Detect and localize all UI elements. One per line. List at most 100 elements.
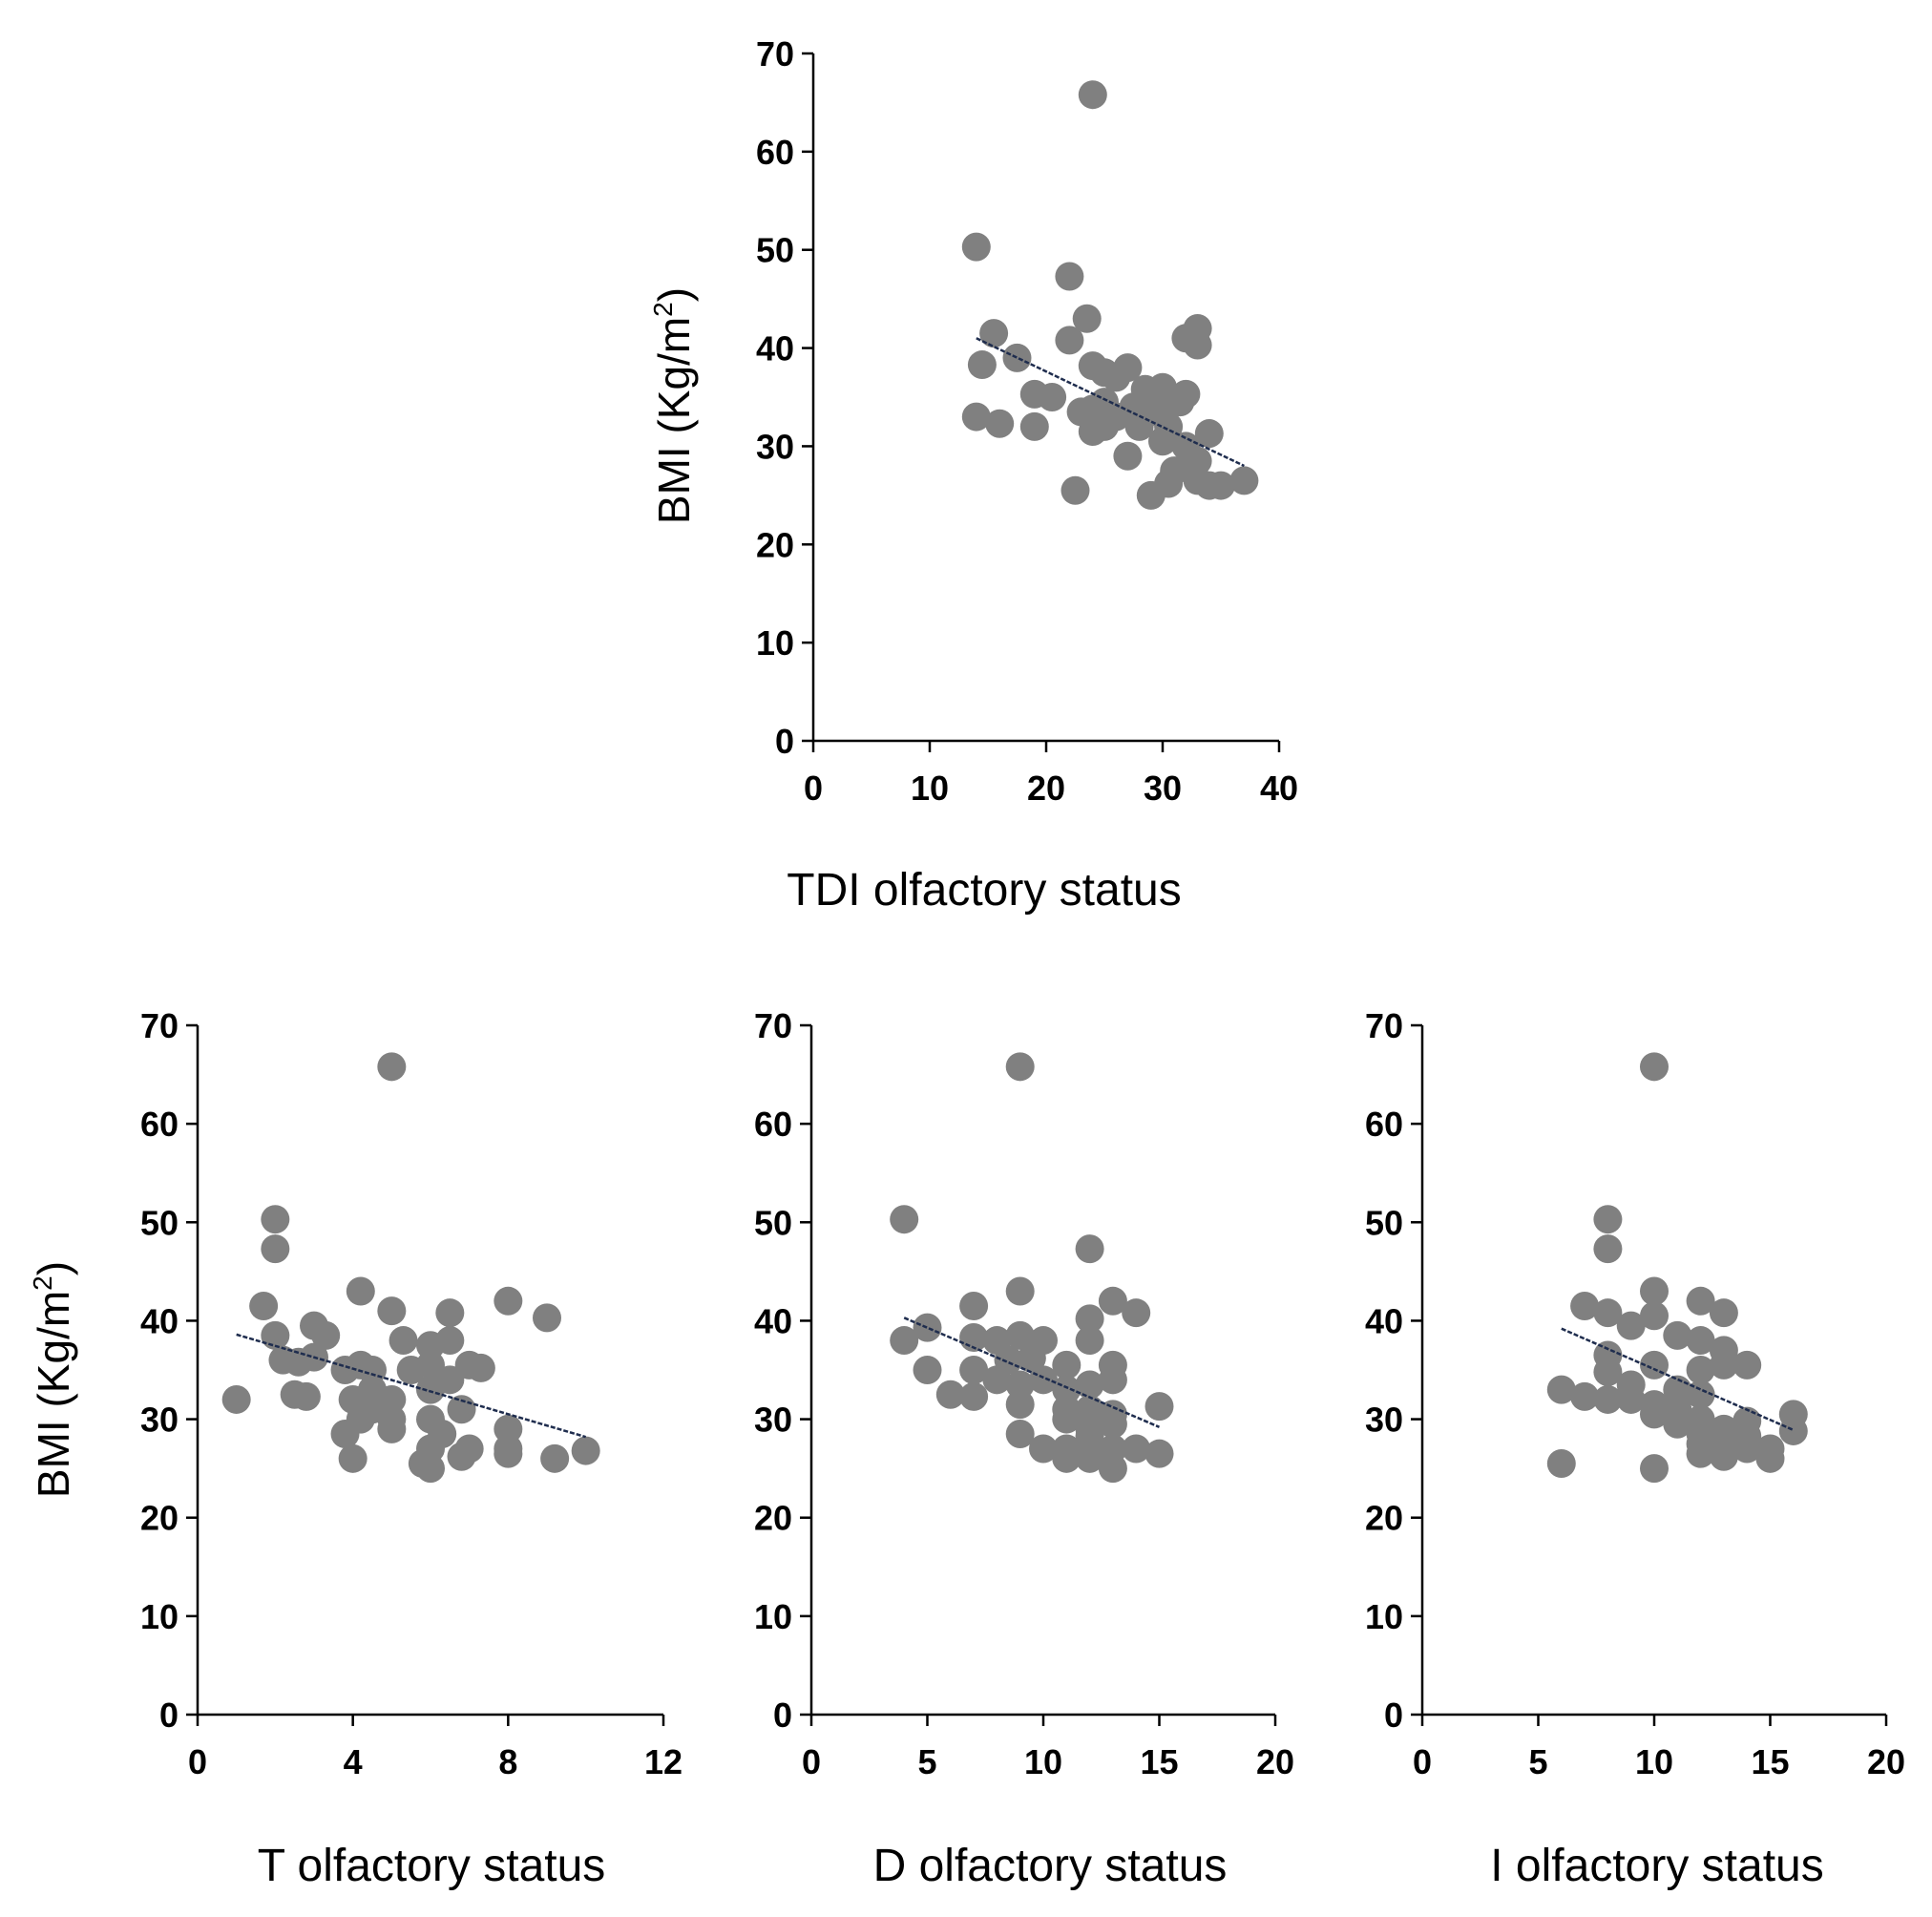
- x-tick-label: 0: [804, 769, 823, 808]
- data-point: [447, 1442, 476, 1471]
- trendline: [903, 1317, 1160, 1428]
- data-point: [1075, 1422, 1104, 1451]
- y-tick-label: 50: [140, 1203, 178, 1242]
- data-point: [1144, 1439, 1174, 1468]
- data-point: [959, 1381, 989, 1411]
- x-tick-label: 8: [498, 1742, 517, 1781]
- x-axis-title-d: D olfactory status: [873, 1841, 1228, 1891]
- data-point: [1166, 388, 1195, 417]
- data-point: [261, 1205, 290, 1234]
- x-tick-label: 10: [1635, 1742, 1673, 1781]
- data-point: [959, 1356, 989, 1384]
- data-point: [1640, 1276, 1669, 1306]
- y-tick-label: 60: [140, 1105, 178, 1144]
- x-tick-label: 0: [188, 1742, 207, 1781]
- data-point: [1038, 383, 1067, 411]
- data-point: [1732, 1350, 1762, 1380]
- y-tick-label: 70: [140, 1006, 178, 1045]
- data-point: [1029, 1434, 1058, 1464]
- data-point: [985, 409, 1015, 438]
- y-tick-label: 0: [1384, 1696, 1403, 1735]
- data-point: [494, 1286, 523, 1316]
- data-point: [1102, 363, 1131, 392]
- data-point: [1709, 1350, 1738, 1380]
- data-point: [540, 1443, 570, 1473]
- data-point: [1005, 1052, 1035, 1082]
- data-point: [435, 1326, 465, 1356]
- data-point: [1570, 1291, 1600, 1320]
- data-point: [1732, 1422, 1762, 1451]
- data-point: [1154, 411, 1184, 441]
- data-point: [1005, 1276, 1035, 1306]
- data-point: [1060, 475, 1090, 505]
- y-tick-label: 30: [140, 1401, 178, 1440]
- data-point: [1098, 1365, 1127, 1395]
- data-point: [1640, 1301, 1669, 1331]
- data-point: [1593, 1205, 1623, 1234]
- x-tick-label: 12: [644, 1742, 682, 1781]
- x-tick-label: 40: [1260, 769, 1298, 808]
- y-tick-label: 60: [756, 133, 794, 172]
- data-point: [1593, 1384, 1623, 1414]
- x-tick-label: 15: [1140, 1742, 1178, 1781]
- data-point: [1075, 1304, 1104, 1334]
- data-point: [338, 1443, 368, 1473]
- data-point: [1122, 1434, 1151, 1464]
- data-point: [1078, 80, 1107, 110]
- data-point: [1640, 1052, 1669, 1082]
- chart-tdi: BMI (Kg/m2) TDI olfactory status 0 10 20 30…: [648, 34, 1298, 916]
- data-point: [1640, 1400, 1669, 1429]
- data-point: [913, 1313, 942, 1342]
- y-tick-label: 20: [1365, 1499, 1403, 1538]
- trendline: [976, 337, 1245, 468]
- y-tick-label: 30: [1365, 1401, 1403, 1440]
- data-point: [377, 1414, 407, 1443]
- data-point: [1019, 411, 1049, 441]
- x-tick-label: 10: [911, 769, 949, 808]
- data-point: [1052, 1350, 1082, 1380]
- data-point: [1778, 1416, 1808, 1445]
- y-tick-label: 0: [159, 1696, 178, 1735]
- data-point: [1136, 392, 1166, 422]
- x-tick-label: 5: [917, 1742, 936, 1781]
- data-point: [1002, 343, 1032, 372]
- data-point: [1144, 1392, 1174, 1422]
- x-tick-label: 5: [1528, 1742, 1547, 1781]
- y-tick-label: 20: [140, 1499, 178, 1538]
- data-point: [1663, 1320, 1692, 1350]
- data-point: [1709, 1298, 1738, 1328]
- data-point: [466, 1353, 495, 1382]
- data-point: [1075, 1370, 1104, 1400]
- data-point: [1098, 1286, 1127, 1316]
- trendline: [1561, 1327, 1795, 1432]
- data-point: [1052, 1443, 1082, 1473]
- data-point: [1570, 1381, 1600, 1411]
- data-point: [221, 1384, 251, 1414]
- chart-d: D olfactory status 0 10 20 30 40 50 60 70 0 5 10 15…: [754, 1006, 1294, 1891]
- x-tick-label: 0: [802, 1742, 821, 1781]
- y-tick-label: 70: [754, 1006, 792, 1045]
- y-tick-label: 50: [1365, 1203, 1403, 1242]
- x-axis-title-t: T olfactory status: [258, 1841, 606, 1891]
- x-tick-label: 10: [1024, 1742, 1062, 1781]
- data-point: [377, 1296, 407, 1326]
- data-point: [1183, 446, 1212, 475]
- data-point: [311, 1320, 341, 1350]
- x-tick-label: 20: [1256, 1742, 1294, 1781]
- data-point: [1686, 1326, 1715, 1356]
- data-point: [1075, 1443, 1104, 1473]
- y-tick-label: 10: [754, 1597, 792, 1636]
- data-point: [1075, 1234, 1104, 1264]
- y-tick-label: 70: [1365, 1006, 1403, 1045]
- y-tick-label: 0: [773, 1696, 792, 1735]
- data-point: [377, 1052, 407, 1082]
- y-tick-label: 50: [754, 1203, 792, 1242]
- y-tick-label: 20: [754, 1499, 792, 1538]
- data-point: [1183, 330, 1212, 360]
- y-tick-label: 30: [756, 427, 794, 466]
- data-point: [249, 1291, 279, 1320]
- data-point: [416, 1454, 445, 1484]
- data-point: [1005, 1320, 1035, 1350]
- data-point: [1593, 1358, 1623, 1387]
- x-tick-label: 20: [1867, 1742, 1905, 1781]
